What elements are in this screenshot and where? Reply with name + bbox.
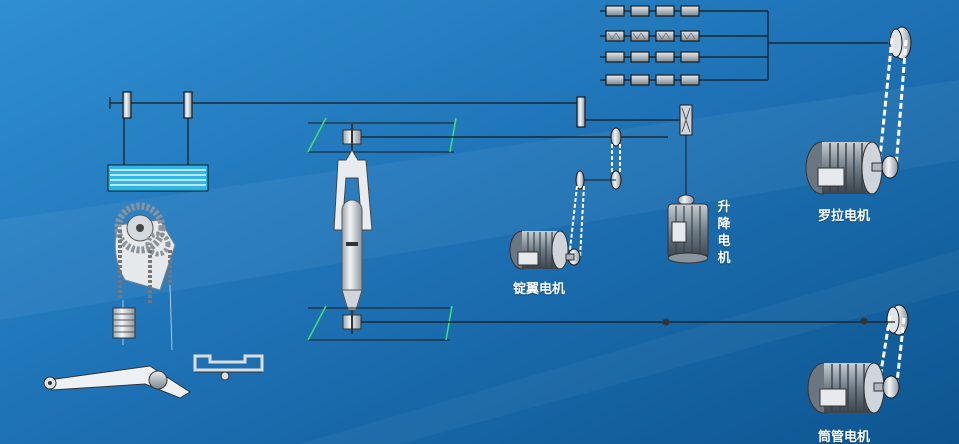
roller-3-4	[680, 51, 700, 63]
top-shaft	[109, 91, 686, 165]
roller-3-2	[630, 51, 650, 63]
lift-motor-label: 升降电机	[717, 200, 731, 266]
roller-2-1	[605, 30, 625, 42]
tube-motor-label: 筒管电机	[818, 430, 871, 444]
roller-1-4	[680, 5, 700, 17]
spindle-motor-icon	[509, 230, 581, 270]
lift-drive	[679, 104, 693, 196]
roller-1-3	[655, 5, 675, 17]
tube-motor-icon	[807, 362, 900, 414]
lever-mechanism	[43, 354, 264, 399]
roller-2-3	[655, 30, 675, 42]
background-sheen	[0, 80, 959, 320]
builder-plate	[107, 164, 209, 192]
roller-4-2	[630, 74, 650, 86]
chain-gear-assembly	[112, 202, 176, 351]
roller-1-2	[630, 5, 650, 17]
roller-1-1	[605, 5, 625, 17]
spindle-motor-label: 锭翼电机	[513, 282, 566, 297]
roller-belt-drive	[876, 26, 912, 169]
roller-3-3	[655, 51, 675, 63]
background-sheen-2	[300, 250, 959, 444]
roller-4-4	[680, 74, 700, 86]
roller-2-2	[630, 30, 650, 42]
large-gear-icon	[114, 202, 166, 254]
roller-2-4	[680, 30, 700, 42]
roller-motor-label: 罗拉电机	[818, 209, 871, 224]
roller-3-1	[605, 51, 625, 63]
roller-motor-icon	[805, 141, 899, 195]
spindle-pulley-top-icon	[610, 127, 622, 147]
roller-4-1	[605, 74, 625, 86]
spindle-belt-drive	[569, 127, 622, 259]
flyer-spindle	[307, 117, 668, 330]
small-gear-icon	[145, 231, 171, 257]
tube-belt-drive	[878, 304, 909, 393]
drafting-rollers	[600, 5, 896, 86]
roller-4-3	[655, 74, 675, 86]
bottom-shaft	[307, 305, 895, 341]
lift-motor-icon	[667, 194, 709, 264]
